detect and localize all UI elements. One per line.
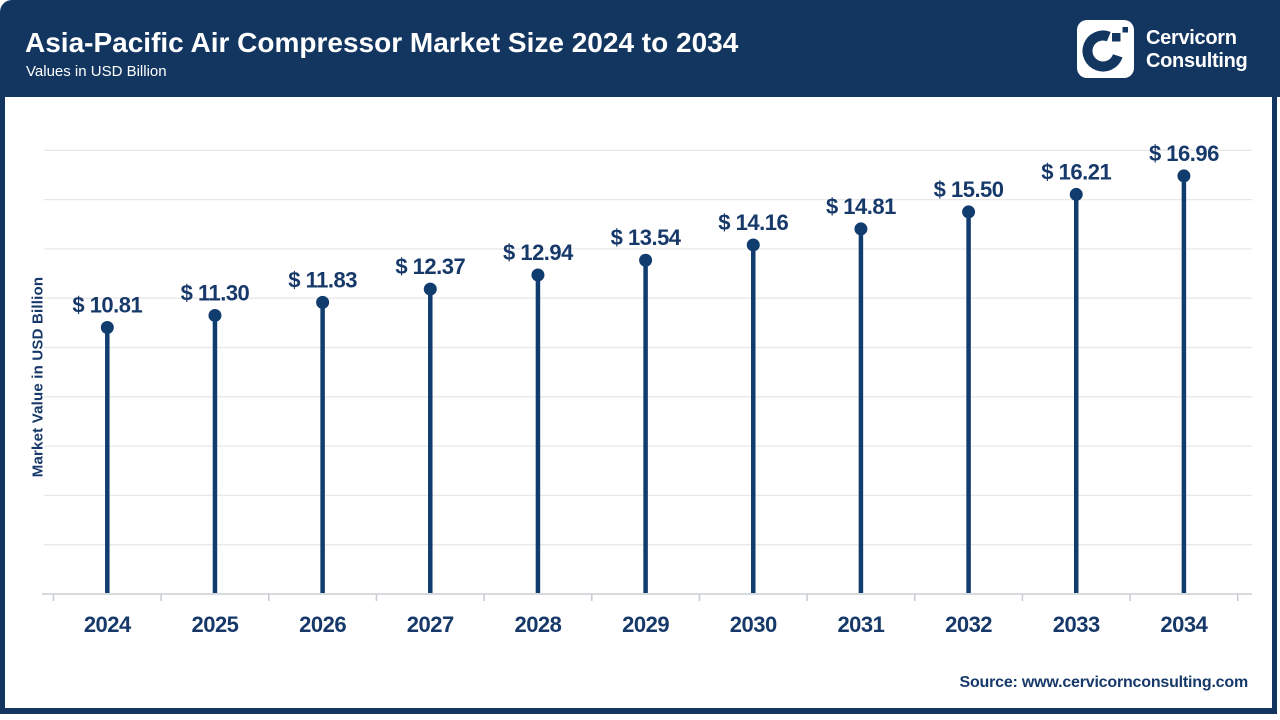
frame-border-bottom <box>0 708 1277 714</box>
lollipop-dot <box>1177 169 1191 183</box>
brand-logo <box>1077 20 1134 78</box>
lollipop-dot <box>100 321 114 335</box>
value-label: $ 16.21 <box>1041 159 1111 184</box>
value-label: $ 12.37 <box>395 254 465 279</box>
value-label: $ 13.54 <box>611 225 682 250</box>
year-label: 2024 <box>84 612 132 637</box>
value-label: $ 14.81 <box>826 194 896 219</box>
chart-subtitle: Values in USD Billion <box>26 63 167 80</box>
brand-name-line2: Consulting <box>1146 50 1248 72</box>
year-label: 2033 <box>1053 612 1100 637</box>
brand-name: Cervicorn Consulting <box>1146 27 1248 73</box>
lollipop-dot <box>962 205 976 219</box>
lollipop-dot <box>639 253 653 267</box>
y-axis-title: Market Value in USD Billion <box>29 276 47 478</box>
value-label: $ 11.83 <box>288 267 357 292</box>
value-label: $ 10.81 <box>72 293 142 318</box>
value-label: $ 16.96 <box>1149 141 1219 166</box>
value-label: $ 14.16 <box>718 210 788 235</box>
source-text: Source: www.cervicornconsulting.com <box>959 674 1249 691</box>
lollipop-dot <box>531 268 545 282</box>
lollipop-dot <box>423 282 437 296</box>
year-label: 2030 <box>730 612 777 637</box>
value-label: $ 15.50 <box>934 177 1004 202</box>
brand-name-line1: Cervicorn <box>1146 27 1237 49</box>
year-label: 2029 <box>622 612 669 637</box>
lollipop-dot <box>316 295 330 309</box>
brand-logo-icon <box>1082 27 1128 72</box>
year-label: 2026 <box>299 612 346 637</box>
year-label: 2025 <box>191 612 238 637</box>
lollipop-dot <box>1069 187 1083 201</box>
year-label: 2028 <box>514 612 561 637</box>
header-banner: Asia-Pacific Air Compressor Market Size … <box>0 0 1280 97</box>
lollipop-dot <box>208 308 222 322</box>
value-label: $ 12.94 <box>503 240 574 265</box>
year-label: 2034 <box>1160 612 1208 637</box>
year-label: 2032 <box>945 612 992 637</box>
year-label: 2031 <box>837 612 884 637</box>
chart-title: Asia-Pacific Air Compressor Market Size … <box>25 27 739 58</box>
lollipop-dot <box>746 238 760 252</box>
frame-border-right <box>1272 97 1277 714</box>
value-label: $ 11.30 <box>181 280 250 305</box>
frame-border-left <box>0 97 5 714</box>
lollipop-dot <box>854 222 868 236</box>
year-label: 2027 <box>407 612 454 637</box>
